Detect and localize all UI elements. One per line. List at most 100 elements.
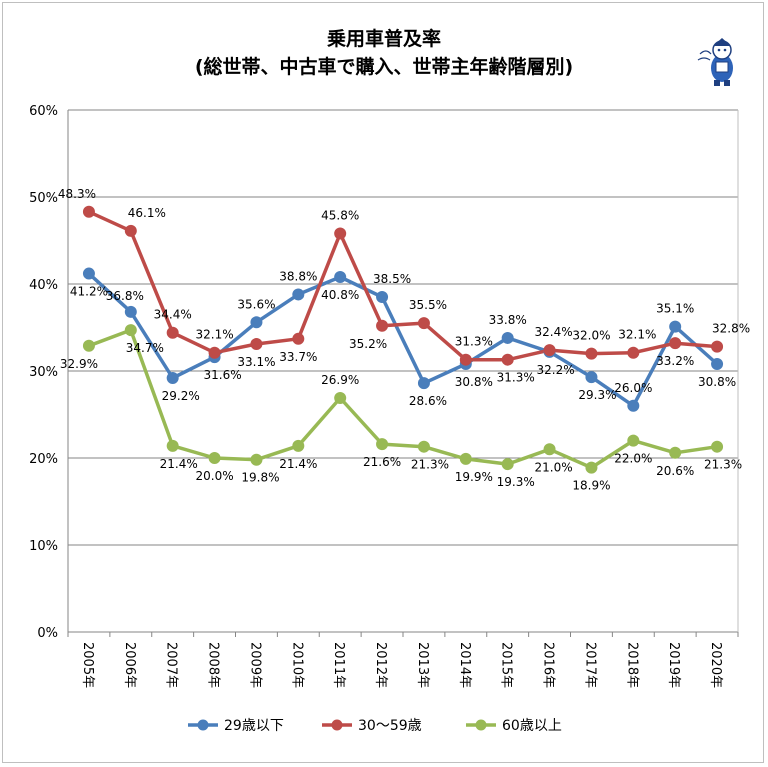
data-point [82, 267, 95, 280]
data-label: 35.1% [656, 302, 694, 316]
series-points [82, 205, 724, 474]
legend-marker [475, 719, 487, 731]
data-label: 33.1% [237, 355, 275, 369]
data-label: 21.3% [704, 458, 742, 472]
data-label: 33.8% [489, 313, 527, 327]
data-point [124, 305, 137, 318]
data-point [501, 353, 514, 366]
x-tick-label: 2007年 [164, 642, 179, 688]
data-point [417, 440, 430, 453]
y-tick-label: 50% [29, 191, 58, 206]
x-tick-label: 2005年 [80, 642, 95, 688]
data-point [208, 346, 221, 359]
data-point [124, 224, 137, 237]
data-label: 32.2% [537, 363, 575, 377]
y-tick-label: 40% [29, 278, 58, 293]
x-tick-label: 2015年 [499, 642, 514, 688]
data-label: 32.1% [618, 328, 656, 342]
data-labels: 41.2%36.8% 29.2% 31.6% 35.6% 38.8% 40.8% 38.5%… [58, 187, 750, 493]
data-point [250, 338, 263, 351]
data-point [669, 337, 682, 350]
data-label: 19.3% [497, 475, 535, 489]
series-line [88, 210, 718, 362]
data-point [292, 332, 305, 345]
data-point [376, 438, 389, 451]
data-label: 20.6% [656, 464, 694, 478]
data-point [292, 439, 305, 452]
x-tick-label: 2017年 [582, 642, 597, 688]
data-point [711, 340, 724, 353]
data-point [669, 320, 682, 333]
data-label: 34.4% [154, 308, 192, 322]
data-label: 19.8% [241, 471, 279, 485]
data-label: 35.2% [349, 337, 387, 351]
data-label: 21.6% [363, 455, 401, 469]
data-label: 34.7% [126, 341, 164, 355]
data-label: 21.3% [411, 458, 449, 472]
data-label: 22.0% [614, 452, 652, 466]
data-point [585, 371, 598, 384]
data-label: 30.8% [455, 375, 493, 389]
data-point [376, 319, 389, 332]
data-label: 29.3% [578, 388, 616, 402]
data-label: 26.9% [321, 373, 359, 387]
data-label: 31.6% [204, 368, 242, 382]
x-tick-label: 2016年 [541, 642, 556, 688]
data-point [627, 434, 640, 447]
data-label: 33.7% [279, 350, 317, 364]
data-point [711, 440, 724, 453]
data-label: 32.4% [535, 325, 573, 339]
x-tick-label: 2018年 [624, 642, 639, 688]
data-point [417, 317, 430, 330]
data-label: 45.8% [321, 209, 359, 223]
data-point [459, 452, 472, 465]
data-point [82, 339, 95, 352]
data-label: 30.8% [698, 375, 736, 389]
data-label: 21.0% [535, 460, 573, 474]
series-line [87, 272, 719, 408]
data-point [250, 316, 263, 329]
data-point [417, 377, 430, 390]
data-label: 26.0% [614, 381, 652, 395]
chart-title: 乗用車普及率 [326, 28, 441, 50]
x-tick-label: 2008年 [206, 642, 221, 688]
data-label: 33.2% [656, 354, 694, 368]
data-point [585, 461, 598, 474]
data-point [250, 453, 263, 466]
data-point [82, 205, 95, 218]
data-label: 29.2% [162, 389, 200, 403]
x-tick-label: 2013年 [415, 642, 430, 688]
data-point [334, 227, 347, 240]
data-point [501, 331, 514, 344]
data-point [711, 358, 724, 371]
grid-lines [67, 109, 739, 637]
y-tick-labels: 0% 10% 20% 30% 40% 50% 60% [29, 104, 58, 641]
data-label: 32.9% [60, 357, 98, 371]
data-point [669, 446, 682, 459]
data-point [585, 347, 598, 360]
legend-marker [331, 719, 343, 731]
y-tick-label: 10% [29, 539, 58, 554]
legend-label: 30～59歳 [358, 718, 422, 734]
x-tick-label: 2019年 [666, 642, 681, 688]
data-label: 32.8% [712, 322, 750, 336]
y-tick-label: 0% [37, 626, 58, 641]
x-tick-label: 2006年 [122, 642, 137, 688]
legend-marker [197, 719, 209, 731]
data-point [627, 346, 640, 359]
series-line [88, 328, 718, 470]
data-point [166, 371, 179, 384]
data-label: 21.4% [160, 457, 198, 471]
data-label: 18.9% [572, 479, 610, 493]
x-tick-label: 2009年 [247, 642, 262, 688]
data-label: 28.6% [409, 394, 447, 408]
data-point [334, 391, 347, 404]
x-tick-labels: 2005年 2006年 2007年 2008年 2009年 2010年 2011年 2012年… [80, 642, 723, 688]
legend-label: 29歳以下 [224, 718, 284, 734]
data-label: 38.8% [279, 269, 317, 283]
x-tick-label: 2012年 [373, 642, 388, 688]
y-tick-label: 20% [29, 452, 58, 467]
legend-label: 60歳以上 [502, 718, 562, 734]
